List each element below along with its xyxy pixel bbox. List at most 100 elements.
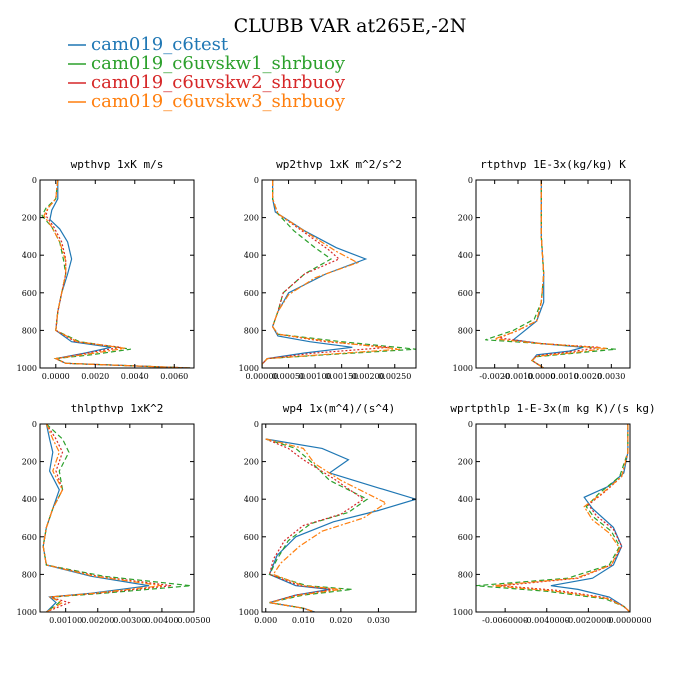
chart-panel-1: wpthvp 1xK m/s 0 200 400 600 800 1000 0.0000 0.0… <box>17 158 195 381</box>
y-tick-label: 600 <box>244 533 259 542</box>
y-tick-label: 800 <box>22 570 37 579</box>
series-group <box>42 424 191 612</box>
series-line-3 <box>496 180 600 368</box>
y-tick-label: 600 <box>244 289 259 298</box>
panel-title: wpthvp 1xK m/s <box>71 158 164 171</box>
y-tick-label: 800 <box>244 326 259 335</box>
y-tick-label: 600 <box>22 289 37 298</box>
x-tick-label: 0.00050 <box>272 372 305 381</box>
x-tick-label: 0.00500 <box>177 616 210 625</box>
y-tick-label: 1000 <box>453 608 473 617</box>
y-tick-label: 1000 <box>17 608 37 617</box>
series-group <box>265 438 416 612</box>
series-line-1 <box>265 438 416 612</box>
panel-title: wp2thvp 1xK m^2/s^2 <box>276 158 402 171</box>
x-tick-label: -0.0020000 <box>565 616 611 625</box>
x-tick-label: 0.0000000 <box>608 616 651 625</box>
x-tick-label: -0.0060000 <box>482 616 528 625</box>
series-group <box>476 424 630 612</box>
x-tick-label: 0.010 <box>292 616 315 625</box>
panel-title: thlpthvp 1xK^2 <box>71 402 164 415</box>
y-tick-label: 800 <box>458 326 473 335</box>
y-tick-label: 600 <box>458 289 473 298</box>
series-line-4 <box>42 424 162 612</box>
x-tick-label: 0.0030 <box>597 372 625 381</box>
y-tick-label: 0 <box>32 176 37 185</box>
panel-title: wprtpthlp 1-E-3x(m kg K)/(s kg) <box>450 402 655 415</box>
x-tick-label: 0.00150 <box>325 372 358 381</box>
legend-entry: cam019_c6test <box>91 34 229 55</box>
x-tick-label: 0.00100 <box>49 616 82 625</box>
x-tick-label: 0.00200 <box>81 616 114 625</box>
y-tick-label: 400 <box>22 495 37 504</box>
y-tick-label: 0 <box>254 420 259 429</box>
x-tick-label: 0.00400 <box>145 616 178 625</box>
x-tick-label: 0.00100 <box>299 372 332 381</box>
series-line-2 <box>265 438 369 612</box>
series-line-2 <box>42 424 191 612</box>
plot-frame <box>261 423 417 613</box>
y-tick-label: 1000 <box>17 364 37 373</box>
series-line-4 <box>262 180 401 368</box>
x-tick-label: 0.00250 <box>378 372 411 381</box>
y-tick-label: 200 <box>458 214 473 223</box>
y-tick-label: 400 <box>244 495 259 504</box>
y-tick-label: 800 <box>22 326 37 335</box>
panel-title: wp4 1x(m^4)/(s^4) <box>283 402 396 415</box>
series-line-1 <box>42 424 150 612</box>
y-tick-label: 800 <box>458 570 473 579</box>
series-line-4 <box>494 180 607 368</box>
x-tick-label: -0.0020 <box>479 372 510 381</box>
y-tick-label: 200 <box>244 214 259 223</box>
chart-panel-6: wprtpthlp 1-E-3x(m kg K)/(s kg) 0 200 400 60… <box>450 402 655 625</box>
x-tick-label: 0.0020 <box>81 372 109 381</box>
plot-frame <box>475 423 631 613</box>
series-line-2 <box>41 180 191 368</box>
series-line-4 <box>265 438 388 612</box>
series-line-2 <box>262 180 416 368</box>
series-line-3 <box>42 424 172 612</box>
x-tick-label: 0.0000 <box>527 372 555 381</box>
y-tick-label: 400 <box>22 251 37 260</box>
legend-entry: cam019_c6uvskw3_shrbuoy <box>91 91 346 112</box>
plot-frame <box>39 423 195 613</box>
x-tick-label: 0.0020 <box>574 372 602 381</box>
y-tick-label: 0 <box>468 420 473 429</box>
plot-frame <box>261 179 417 369</box>
y-tick-label: 1000 <box>453 364 473 373</box>
plot-frame <box>39 179 195 369</box>
figure-title: CLUBB VAR at265E,-2N <box>234 15 467 37</box>
chart-panel-4: thlpthvp 1xK^2020040060080010000.001000.… <box>17 402 211 625</box>
series-line-4 <box>43 180 191 368</box>
series-line-2 <box>485 180 617 368</box>
y-tick-label: 600 <box>458 533 473 542</box>
x-tick-label: 0.000 <box>254 616 277 625</box>
y-tick-label: 200 <box>22 458 37 467</box>
y-tick-label: 200 <box>458 458 473 467</box>
y-tick-label: 400 <box>458 251 473 260</box>
x-tick-label: 0.0040 <box>121 372 149 381</box>
y-tick-label: 0 <box>254 176 259 185</box>
x-tick-label: 0.0010 <box>551 372 579 381</box>
chart-panel-3: rtpthvp 1E-3x(kg/kg) K02004006008001000-… <box>453 158 631 381</box>
y-tick-label: 800 <box>244 570 259 579</box>
legend-entry: cam019_c6uvskw1_shrbuoy <box>91 53 346 74</box>
x-tick-label: 0.0000 <box>42 372 70 381</box>
series-line-1 <box>511 180 584 368</box>
x-tick-label: 0.020 <box>329 616 352 625</box>
x-tick-label: -0.0010 <box>503 372 534 381</box>
plot-frame <box>475 179 631 369</box>
y-tick-label: 1000 <box>239 608 259 617</box>
series-line-1 <box>49 180 191 368</box>
x-tick-label: -0.0040000 <box>524 616 570 625</box>
series-group <box>485 180 617 368</box>
y-tick-label: 0 <box>468 176 473 185</box>
x-tick-label: 0.030 <box>367 616 390 625</box>
series-line-4 <box>492 424 630 612</box>
x-tick-label: 0.00000 <box>245 372 278 381</box>
x-tick-label: 0.00300 <box>113 616 146 625</box>
